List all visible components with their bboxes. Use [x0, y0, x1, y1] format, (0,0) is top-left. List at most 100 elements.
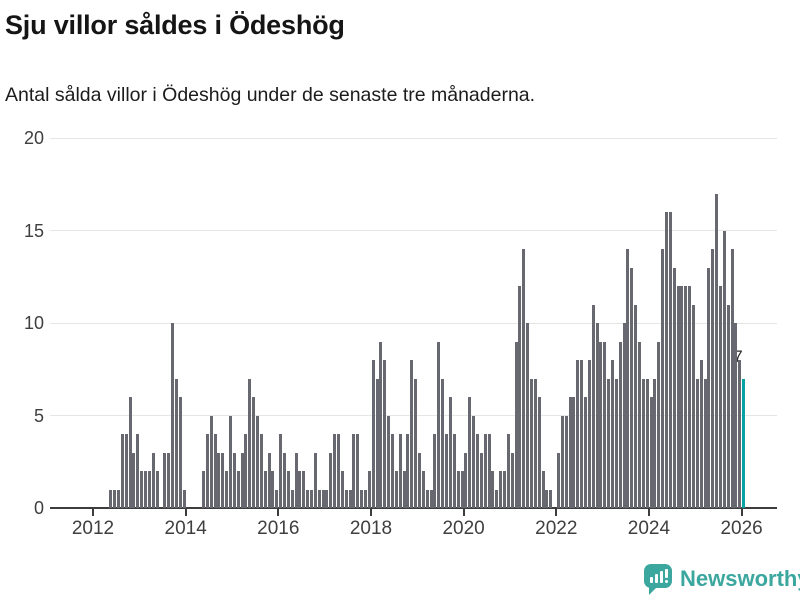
bar [665, 212, 669, 508]
bar [479, 452, 483, 508]
bar [464, 452, 468, 508]
bar [136, 434, 140, 508]
bar [244, 434, 248, 508]
bar [533, 378, 537, 508]
bar [132, 452, 136, 508]
bar [364, 489, 368, 508]
bar [182, 489, 186, 508]
bar [684, 286, 688, 508]
bar [217, 452, 221, 508]
bar [383, 360, 387, 508]
bar [614, 378, 618, 508]
x-axis-label: 2026 [720, 518, 763, 539]
bar [734, 323, 738, 508]
bar [429, 489, 433, 508]
bar [209, 415, 213, 508]
gridline [50, 322, 777, 324]
gridline [50, 137, 777, 139]
bar [499, 471, 503, 508]
bar [514, 341, 518, 508]
bar [113, 489, 117, 508]
bar [410, 360, 414, 508]
bar [591, 304, 595, 508]
bar [348, 489, 352, 508]
x-axis-label: 2022 [535, 518, 578, 539]
y-axis-label: 20 [23, 128, 44, 148]
bar [379, 341, 383, 508]
y-axis-label: 10 [23, 313, 44, 333]
bar [483, 434, 487, 508]
bar [201, 471, 205, 508]
bar [572, 397, 576, 508]
bar [568, 397, 572, 508]
page-title: Sju villor såldes i Ödeshög [5, 10, 345, 40]
bar [587, 360, 591, 508]
bar [545, 489, 549, 508]
x-axis-tick [369, 509, 372, 516]
bar [425, 489, 429, 508]
bar [688, 286, 692, 508]
bar [657, 341, 661, 508]
bar [356, 434, 360, 508]
bar [344, 489, 348, 508]
bar [302, 471, 306, 508]
bar [394, 471, 398, 508]
highlighted-bar [742, 378, 746, 508]
bar [171, 323, 175, 508]
bar [375, 378, 379, 508]
bar [738, 360, 742, 508]
bar [668, 212, 672, 508]
bar [495, 489, 499, 508]
bar [452, 434, 456, 508]
bar [421, 471, 425, 508]
y-axis-label: 0 [33, 498, 44, 518]
bar [267, 452, 271, 508]
newsworthy-logo-icon [644, 564, 673, 595]
x-axis-tick [555, 509, 558, 516]
bar [641, 378, 645, 508]
bar [502, 471, 506, 508]
bar [510, 452, 514, 508]
bar [147, 471, 151, 508]
x-axis-label: 2024 [627, 518, 671, 539]
bar [595, 323, 599, 508]
bar [487, 434, 491, 508]
bar [472, 415, 476, 508]
bar [325, 489, 329, 508]
bar [715, 193, 719, 508]
x-axis-tick [647, 509, 650, 516]
bar [560, 415, 564, 508]
bar [151, 452, 155, 508]
bar [124, 434, 128, 508]
bar [722, 230, 726, 508]
bar [599, 341, 603, 508]
bar [286, 471, 290, 508]
bar [699, 360, 703, 508]
bar [109, 489, 113, 508]
x-axis-tick [277, 509, 280, 516]
bar [437, 341, 441, 508]
y-axis-label: 15 [23, 220, 44, 241]
bar [225, 471, 229, 508]
bar [418, 452, 422, 508]
bar [290, 489, 294, 508]
gridline [50, 230, 777, 231]
bar [491, 471, 495, 508]
bar [232, 452, 236, 508]
bar [163, 452, 167, 508]
y-axis-label: 5 [33, 405, 44, 426]
bar [661, 249, 665, 508]
bar [730, 249, 734, 508]
bar [279, 434, 283, 508]
bar [611, 360, 614, 508]
bar [337, 434, 341, 508]
bar [236, 471, 240, 508]
bar [719, 286, 723, 508]
bar [387, 415, 391, 508]
bar [228, 415, 232, 508]
brand-name: Newsworthy [680, 566, 800, 591]
bar [271, 471, 275, 508]
bar [317, 489, 321, 508]
gridline [50, 415, 777, 416]
